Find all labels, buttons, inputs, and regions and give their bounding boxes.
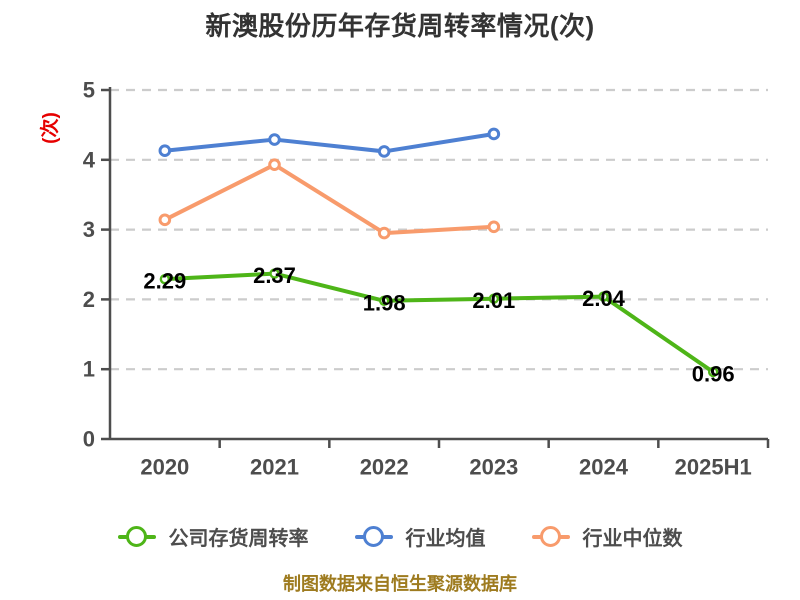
data-label: 2.01 xyxy=(472,288,515,313)
data-label: 1.98 xyxy=(363,290,406,315)
series-line xyxy=(162,271,716,374)
data-point xyxy=(158,213,172,227)
data-label: 2.04 xyxy=(582,286,626,311)
legend-item: 行业均值 xyxy=(354,522,486,551)
data-label: 2.29 xyxy=(143,269,186,294)
data-point xyxy=(268,158,281,171)
data-point xyxy=(268,133,281,146)
legend: 公司存货周转率 行业均值 行业中位数 xyxy=(0,522,800,551)
y-tick-label: 1 xyxy=(83,357,95,382)
data-point xyxy=(598,291,609,302)
x-tick-label: 2024 xyxy=(579,455,629,480)
data-label: 0.96 xyxy=(692,361,735,386)
data-point xyxy=(487,220,501,234)
y-tick-label: 3 xyxy=(83,217,95,242)
x-tick-label: 2020 xyxy=(140,455,189,480)
data-label: 2.37 xyxy=(253,263,296,288)
data-point xyxy=(707,366,719,378)
legend-marker-icon xyxy=(354,526,393,548)
series-line xyxy=(162,162,496,236)
data-point xyxy=(378,295,390,306)
y-tick-label: 4 xyxy=(83,147,96,172)
data-point xyxy=(159,273,171,285)
data-point xyxy=(377,145,391,158)
chart-title: 新澳股份历年存货周转率情况(次) xyxy=(205,11,595,41)
x-tick-label: 2025H1 xyxy=(675,455,752,480)
legend-label: 行业均值 xyxy=(405,528,486,550)
x-tick-label: 2023 xyxy=(469,455,518,480)
legend-marker-icon xyxy=(117,526,156,548)
series-line xyxy=(162,131,496,154)
data-point xyxy=(488,293,500,304)
y-tick-label: 0 xyxy=(83,427,95,452)
data-point xyxy=(269,268,280,279)
data-point xyxy=(377,226,391,240)
data-point xyxy=(158,144,172,158)
legend-item: 行业中位数 xyxy=(531,522,683,551)
legend-label: 公司存货周转率 xyxy=(168,528,309,550)
y-tick-label: 5 xyxy=(83,78,95,103)
x-tick-label: 2021 xyxy=(250,455,299,480)
legend-item: 公司存货周转率 xyxy=(117,522,309,551)
legend-marker-icon xyxy=(531,526,570,548)
legend-dot xyxy=(540,526,561,547)
legend-dot xyxy=(126,526,147,547)
x-tick-label: 2022 xyxy=(360,455,409,480)
y-tick-label: 2 xyxy=(83,287,95,312)
legend-dot xyxy=(363,526,384,547)
legend-label: 行业中位数 xyxy=(582,528,683,550)
data-source-note: 制图数据来自恒生聚源数据库 xyxy=(283,574,517,594)
data-point xyxy=(487,127,501,141)
